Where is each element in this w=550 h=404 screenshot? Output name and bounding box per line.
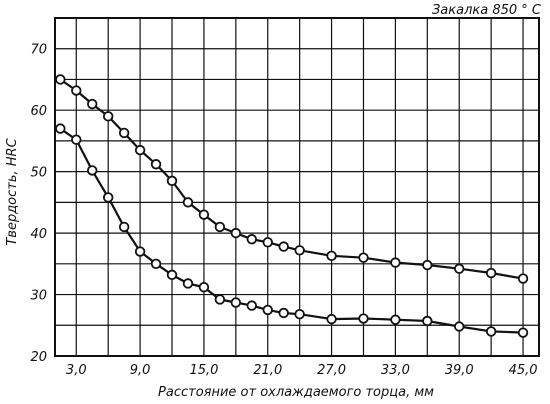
data-point-1 (326, 250, 337, 262)
x-tick-label: 9,0 (130, 363, 151, 378)
data-point-2 (422, 315, 433, 327)
data-point-1 (230, 227, 242, 239)
data-point-1 (182, 197, 194, 208)
data-point-2 (278, 307, 289, 319)
data-point-2 (134, 246, 146, 257)
x-axis-label: Расстояние от охлаждаемого торца, мм (158, 385, 434, 400)
y-tick-label: 40 (30, 227, 47, 242)
x-tick-label: 21,0 (253, 363, 282, 378)
data-point-1 (358, 252, 369, 263)
data-point-2 (454, 321, 465, 332)
data-point-2 (71, 134, 82, 145)
data-point-1 (134, 144, 146, 156)
y-axis-label: Твердость, HRC (5, 137, 20, 245)
data-point-2 (326, 313, 337, 325)
data-point-1 (422, 259, 433, 271)
data-point-1 (454, 263, 465, 274)
data-point-2 (150, 258, 162, 270)
x-tick-label: 15,0 (189, 363, 218, 378)
data-point-1 (55, 74, 66, 85)
grid-lines (55, 18, 539, 356)
x-tick-label: 33,0 (381, 363, 410, 378)
data-point-1 (214, 221, 226, 233)
data-point-2 (214, 294, 226, 305)
data-point-1 (71, 85, 82, 96)
x-tick-labels: 3,0 9,0 15,0 21,0 27,0 33,0 39,0 45,0 (66, 363, 538, 378)
data-point-2 (262, 304, 273, 316)
x-tick-label: 3,0 (66, 363, 87, 378)
data-point-2 (55, 123, 66, 134)
data-point-1 (390, 257, 401, 268)
data-point-2 (87, 165, 98, 176)
data-point-2 (118, 221, 130, 233)
data-point-2 (390, 314, 401, 325)
data-point-2 (102, 192, 114, 203)
data-point-1 (150, 159, 162, 170)
x-tick-label: 45,0 (509, 363, 538, 378)
data-point-1 (87, 98, 98, 110)
series-line-1 (59, 78, 524, 280)
series-line-2 (59, 127, 524, 334)
data-point-1 (262, 237, 273, 248)
data-point-2 (246, 300, 257, 311)
data-point-1 (246, 234, 257, 245)
data-point-2 (294, 309, 305, 320)
data-point-2 (166, 269, 178, 281)
x-tick-label: 27,0 (317, 363, 346, 378)
data-point-1 (517, 273, 529, 284)
chart-title: Закалка 850 ° C (432, 3, 542, 18)
y-tick-label: 30 (30, 289, 47, 304)
data-point-2 (358, 313, 369, 324)
data-point-2 (182, 278, 194, 289)
y-tick-label: 50 (30, 166, 47, 181)
data-point-2 (230, 297, 242, 308)
y-tick-label: 20 (30, 350, 47, 365)
data-point-1 (118, 127, 130, 139)
data-point-1 (102, 111, 114, 122)
data-point-1 (166, 175, 178, 187)
y-tick-label: 60 (30, 104, 47, 119)
data-point-2 (198, 281, 210, 293)
data-point-1 (198, 209, 210, 220)
data-point-1 (278, 241, 289, 252)
plot-frame (54, 17, 540, 357)
y-tick-labels: 20 30 40 50 60 70 (30, 43, 47, 365)
data-point-2 (517, 327, 529, 338)
data-point-1 (294, 245, 305, 256)
data-point-1 (485, 267, 497, 279)
x-tick-label: 39,0 (445, 363, 474, 378)
series-layer (55, 74, 529, 338)
data-point-2 (485, 326, 497, 337)
y-tick-label: 70 (30, 43, 47, 58)
